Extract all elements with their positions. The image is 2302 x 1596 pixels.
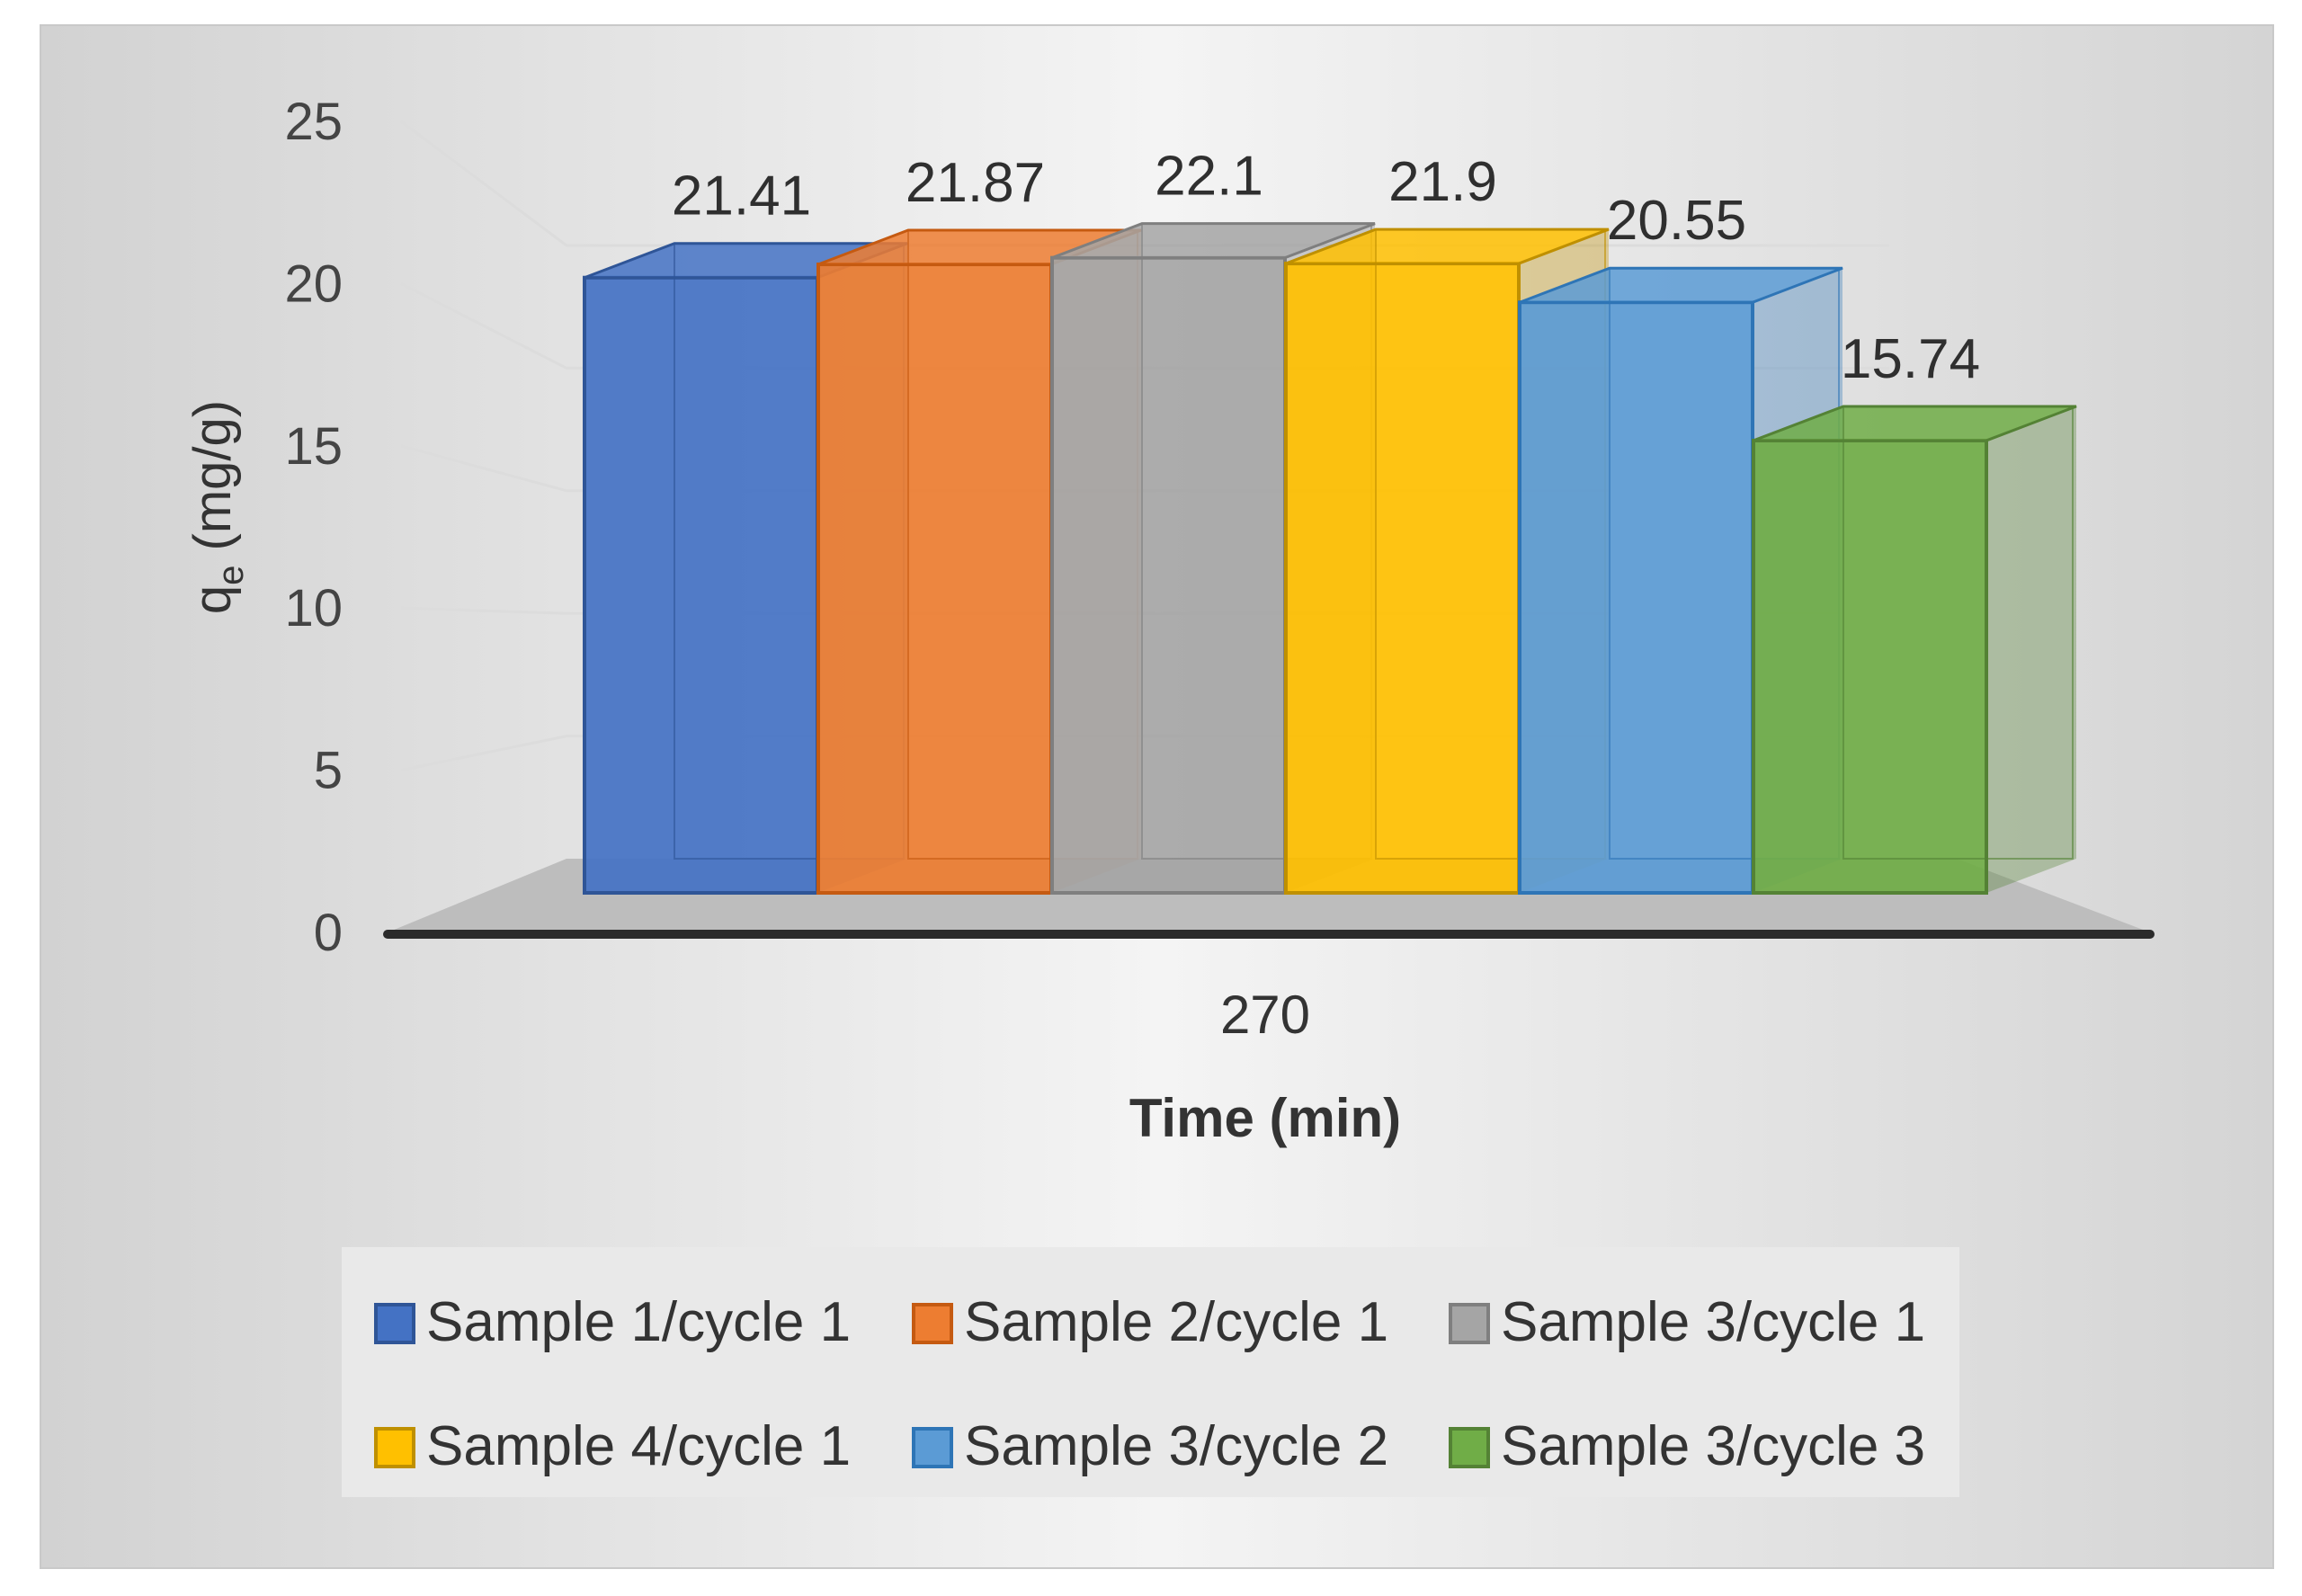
bar-front-face	[1050, 255, 1287, 895]
bar-back-edge	[1842, 405, 2074, 860]
data-label: 22.1	[1155, 146, 1263, 208]
legend-item-2: Sample 2/cycle 1	[912, 1291, 1388, 1353]
legend-item-4: Sample 4/cycle 1	[374, 1415, 851, 1477]
legend-label: Sample 4/cycle 1	[426, 1415, 851, 1477]
legend-label: Sample 3/cycle 1	[1501, 1291, 1925, 1353]
data-labels: 21.41 21.87 22.1 21.9 20.55 15.74	[672, 146, 1980, 390]
y-axis-title-subscript: e	[211, 566, 251, 585]
legend-item-3: Sample 3/cycle 1	[1449, 1291, 1925, 1353]
data-label: 21.87	[906, 152, 1045, 214]
x-tick-label: 270	[1220, 985, 1310, 1045]
legend-label: Sample 3/cycle 3	[1501, 1415, 1925, 1477]
legend-swatch	[1449, 1303, 1490, 1344]
bar-front-face	[583, 275, 819, 895]
legend-label: Sample 3/cycle 2	[964, 1415, 1388, 1477]
legend-swatch	[912, 1427, 953, 1468]
y-axis-ticks: 0 5 10 15 20 25	[284, 93, 343, 962]
bar-side-face	[1986, 406, 2076, 893]
legend-swatch	[374, 1427, 415, 1468]
legend-swatch	[1449, 1427, 1490, 1468]
legend-box	[342, 1247, 1959, 1497]
legend-swatch	[912, 1303, 953, 1344]
data-label: 21.41	[672, 165, 811, 227]
y-axis-title: qe (mg/g)	[183, 400, 251, 614]
legend-label: Sample 1/cycle 1	[426, 1291, 851, 1353]
bar-6	[1752, 405, 2077, 895]
bar-top-face	[1285, 227, 1610, 265]
bar-front-face	[816, 263, 1053, 895]
legend-swatch	[374, 1303, 415, 1344]
bar-front-face	[1752, 438, 1988, 895]
bar-top-face	[1051, 222, 1376, 260]
y-tick-label: 5	[314, 742, 343, 800]
y-tick-label: 15	[284, 417, 343, 476]
data-label: 20.55	[1607, 190, 1746, 252]
bar-top-face	[1753, 405, 2077, 442]
bars	[583, 222, 2077, 895]
y-tick-label: 10	[284, 579, 343, 638]
y-axis-title-main: q	[183, 585, 242, 614]
x-axis-title: Time (min)	[1129, 1088, 1401, 1148]
legend-item-5: Sample 3/cycle 2	[912, 1415, 1388, 1477]
y-tick-label: 20	[284, 254, 343, 313]
data-label: 21.9	[1388, 151, 1497, 213]
y-axis-title-unit: (mg/g)	[183, 400, 242, 566]
bar-top-face	[1519, 266, 1843, 304]
y-tick-label: 0	[314, 904, 343, 962]
legend: Sample 1/cycle 1 Sample 2/cycle 1 Sample 3…	[374, 1291, 1925, 1477]
chart-frame: 0 5 10 15 20 25 21.41 21.87 22.1 21.9 20.55 15.74 …	[40, 24, 2274, 1569]
data-label: 15.74	[1841, 328, 1980, 390]
legend-item-1: Sample 1/cycle 1	[374, 1291, 851, 1353]
bar-front-face	[1284, 262, 1521, 895]
legend-label: Sample 2/cycle 1	[964, 1291, 1388, 1353]
legend-item-6: Sample 3/cycle 3	[1449, 1415, 1925, 1477]
bar-front-face	[1518, 300, 1754, 895]
y-tick-label: 25	[284, 93, 343, 151]
